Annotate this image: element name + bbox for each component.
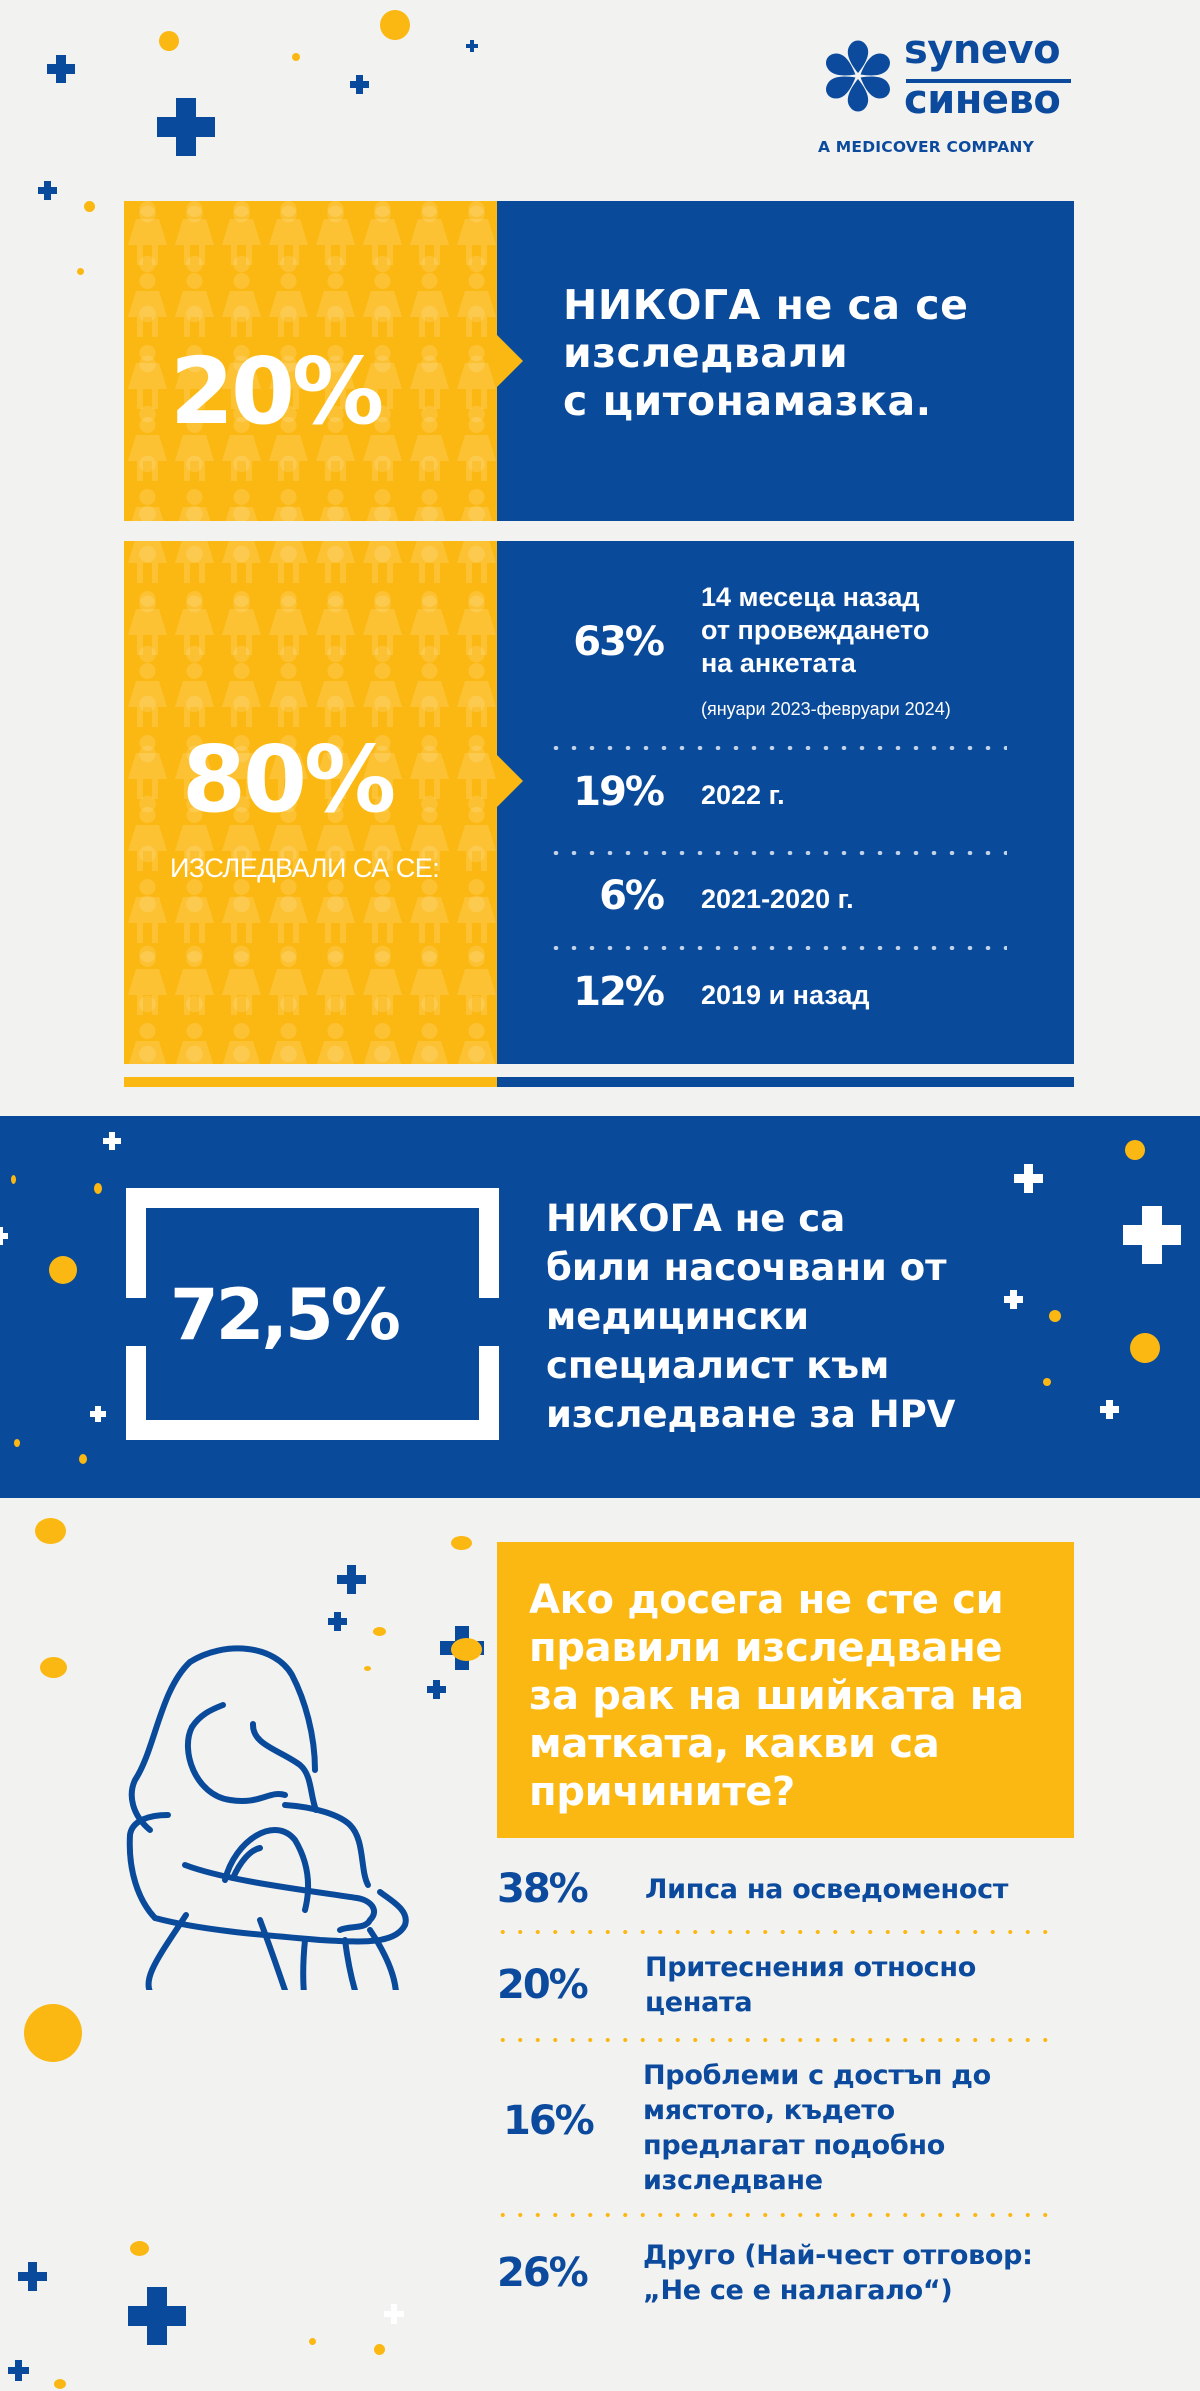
plus-icon xyxy=(103,1132,121,1150)
women-silhouettes-icon xyxy=(124,541,497,1064)
accent-bar-blue xyxy=(497,1077,1074,1087)
dot-decoration xyxy=(11,1175,16,1184)
accent-bar-yellow xyxy=(124,1077,497,1087)
flower-logo-icon xyxy=(822,40,894,112)
dot-decoration xyxy=(451,1638,482,1661)
plus-icon xyxy=(1004,1290,1023,1309)
plus-icon xyxy=(18,2262,47,2291)
row-percent: 19% xyxy=(573,769,665,815)
reason-percent: 16% xyxy=(503,2098,595,2144)
dot-decoration xyxy=(79,1454,87,1464)
stat-headline: НИКОГА не са били насочвани от медицинск… xyxy=(546,1197,956,1436)
dot-decoration xyxy=(1130,1333,1160,1363)
arrow-notch-icon xyxy=(497,335,523,387)
dotted-divider xyxy=(547,946,1007,950)
plus-icon xyxy=(90,1406,106,1422)
women-silhouettes-icon xyxy=(124,201,497,521)
dot-decoration xyxy=(24,2004,82,2062)
reason-percent: 26% xyxy=(497,2250,589,2296)
plus-icon xyxy=(0,1227,8,1245)
dotted-divider xyxy=(547,851,1007,855)
dot-decoration xyxy=(40,1657,67,1678)
stat-headline: НИКОГА не са се изследвали с цитонамазка… xyxy=(563,281,969,425)
dot-decoration xyxy=(1125,1140,1145,1160)
row-text: 2019 и назад xyxy=(701,980,870,1010)
stat-text-panel: НИКОГА не са се изследвали с цитонамазка… xyxy=(497,201,1074,521)
dot-decoration xyxy=(292,53,300,61)
dot-decoration xyxy=(94,1183,102,1194)
reason-percent: 20% xyxy=(497,1962,589,2008)
logo-divider xyxy=(906,79,1071,83)
logo-name-cyrillic: синево xyxy=(904,77,1061,123)
reason-text: Липса на осведоменост xyxy=(645,1874,1009,1905)
plus-icon xyxy=(350,75,369,94)
stat-percent: 80% xyxy=(182,726,396,833)
dot-decoration xyxy=(54,2379,66,2389)
stat-label: ИЗСЛЕДВАЛИ СА СЕ: xyxy=(170,853,440,883)
question-box: Ако досега не сте си правили изследване … xyxy=(497,1542,1074,1838)
row-percent: 6% xyxy=(599,873,665,919)
women-pattern-panel: 20% xyxy=(124,201,497,521)
plus-icon xyxy=(47,55,75,83)
plus-icon xyxy=(1100,1400,1119,1419)
dot-decoration xyxy=(77,268,84,275)
logo-name-latin: synevo xyxy=(904,27,1061,73)
dot-decoration xyxy=(373,1627,386,1636)
row-text: 2021-2020 г. xyxy=(701,884,854,914)
dot-decoration xyxy=(49,1256,77,1284)
plus-icon xyxy=(384,2304,404,2324)
dot-decoration xyxy=(159,31,179,51)
dotted-divider xyxy=(494,2038,1060,2042)
dot-decoration xyxy=(309,2338,316,2345)
reason-text: Притеснения относно цената xyxy=(645,1952,976,2018)
plus-icon xyxy=(157,98,215,156)
dot-decoration xyxy=(380,10,410,40)
plus-icon xyxy=(8,2360,29,2381)
row-text: 2022 г. xyxy=(701,780,785,810)
dot-decoration xyxy=(374,2344,385,2355)
stat-percent: 20% xyxy=(170,338,384,445)
dot-decoration xyxy=(130,2241,149,2256)
plus-icon xyxy=(1014,1164,1043,1193)
plus-icon xyxy=(337,1565,366,1594)
plus-icon xyxy=(427,1680,446,1699)
dotted-divider xyxy=(547,746,1007,750)
dot-decoration xyxy=(14,1439,20,1447)
women-pattern-panel: 80% ИЗСЛЕДВАЛИ СА СЕ: xyxy=(124,541,497,1064)
dot-decoration xyxy=(364,1666,371,1671)
stat-breakdown-panel: 63% 14 месеца назад от провеждането на а… xyxy=(497,541,1074,1064)
reason-percent: 38% xyxy=(497,1866,589,1912)
reason-text: Проблеми с достъп до мястото, където пре… xyxy=(643,2060,991,2196)
row-percent: 63% xyxy=(573,619,665,665)
plus-icon xyxy=(466,40,478,52)
dot-decoration xyxy=(1043,1378,1051,1386)
plus-icon xyxy=(38,181,57,200)
row-note: (януари 2023-февруари 2024) xyxy=(701,699,951,719)
dotted-divider xyxy=(494,2213,1060,2217)
seated-woman-illustration-icon xyxy=(126,1645,409,1990)
dotted-divider xyxy=(494,1930,1060,1934)
logo-tagline: A MEDICOVER COMPANY xyxy=(818,138,1034,156)
synevo-logo: synevo синево A MEDICOVER COMPANY xyxy=(818,30,1078,164)
row-percent: 12% xyxy=(573,969,665,1015)
dot-decoration xyxy=(451,1536,472,1550)
dot-decoration xyxy=(1049,1310,1061,1322)
row-text: 14 месеца назад от провеждането на анкет… xyxy=(701,582,930,678)
arrow-notch-icon xyxy=(497,755,523,807)
plus-icon xyxy=(1123,1206,1181,1264)
stat-hpv-band: 72,5% НИКОГА не са били насочвани от мед… xyxy=(0,1116,1200,1498)
reason-text: Друго (Най-чест отговор: „Не се е налага… xyxy=(643,2240,1033,2306)
stat-percent: 72,5% xyxy=(170,1274,401,1356)
plus-icon xyxy=(128,2287,186,2345)
question-text: Ако досега не сте си правили изследване … xyxy=(529,1577,1024,1815)
dot-decoration xyxy=(35,1518,66,1544)
plus-icon xyxy=(328,1612,347,1631)
dot-decoration xyxy=(84,201,95,212)
